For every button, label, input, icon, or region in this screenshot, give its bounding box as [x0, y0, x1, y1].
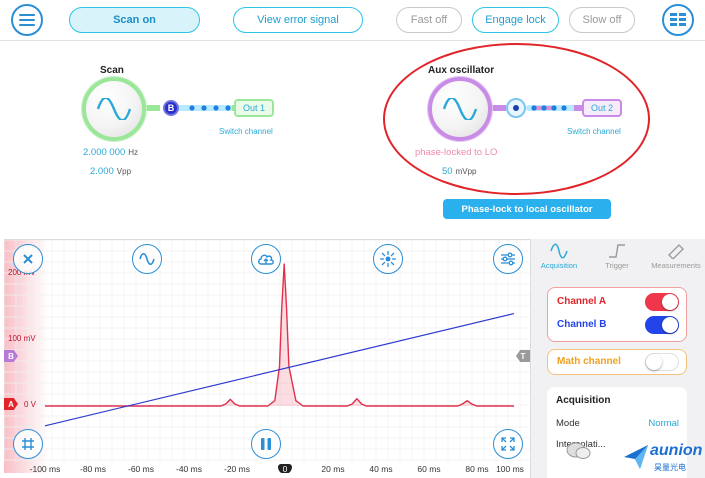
aux-oscillator-button[interactable]: [428, 77, 492, 141]
laser-burst-icon[interactable]: [373, 244, 403, 274]
mode-label: Mode: [556, 418, 580, 429]
wechat-icon: [566, 442, 591, 459]
scan-frequency-field[interactable]: 2.000 000 Hz: [83, 147, 138, 158]
tab-measurements-label: Measurements: [651, 261, 701, 270]
scope-grid: [4, 240, 530, 462]
out-1-box[interactable]: Out 1: [234, 99, 274, 117]
out-2-box[interactable]: Out 2: [582, 99, 622, 117]
grid-toggle-icon[interactable]: [13, 429, 43, 459]
pause-icon[interactable]: [251, 429, 281, 459]
channel-a-trace: [45, 263, 514, 407]
y-label-0v: 0 V: [24, 400, 37, 409]
fullscreen-icon[interactable]: [493, 429, 523, 459]
channel-b-toggle[interactable]: [645, 316, 679, 334]
watermark: aunion 昊量光电: [566, 437, 705, 473]
aux-oscillator-title: Aux oscillator: [428, 65, 495, 76]
watermark-subtitle: 昊量光电: [654, 463, 686, 472]
scan-frequency-unit: Hz: [128, 148, 139, 157]
scan-on-button[interactable]: Scan on: [69, 7, 200, 33]
channel-a-label: Channel A: [557, 296, 607, 307]
channel-b-trace: [44, 313, 515, 427]
aux-status-text: phase-locked to LO: [415, 147, 498, 158]
tab-acquisition-label: Acquisition: [540, 261, 578, 270]
channel-a-toggle-knob: [662, 294, 678, 310]
aux-amplitude-field[interactable]: 50 mVpp: [442, 166, 476, 177]
close-icon[interactable]: [13, 244, 43, 274]
channels-card: Channel A Channel B: [547, 287, 687, 342]
slow-off-button[interactable]: Slow off: [569, 7, 635, 33]
grid-view-icon[interactable]: [662, 4, 694, 36]
x-label-minus40: -40 ms: [176, 464, 202, 473]
scan-amplitude-field[interactable]: 2.000 Vpp: [90, 166, 131, 177]
x-label-zero[interactable]: 0: [278, 464, 292, 473]
phase-lock-button[interactable]: Phase-lock to local oscillator: [443, 199, 611, 219]
fast-off-button[interactable]: Fast off: [396, 7, 462, 33]
watermark-brand: aunion: [650, 442, 703, 459]
math-channel-card: Math channel: [547, 349, 687, 375]
scan-title: Scan: [100, 65, 124, 76]
scan-oscillator-button[interactable]: [82, 77, 146, 141]
tab-acquisition[interactable]: Acquisition: [531, 243, 587, 270]
math-channel-label: Math channel: [557, 356, 621, 367]
engage-lock-button[interactable]: Engage lock: [472, 7, 559, 33]
x-label-60: 60 ms: [417, 464, 441, 473]
aux-switch-channel-link[interactable]: Switch channel: [567, 127, 621, 136]
x-label-minus100: -100 ms: [29, 464, 61, 473]
signal-diagram: Scan B Out 1 Switch channel 2.000 000 Hz …: [0, 41, 705, 237]
trigger-marker[interactable]: T: [516, 350, 530, 362]
ruler-tab-icon: [645, 243, 705, 261]
x-label-minus60: -60 ms: [128, 464, 154, 473]
aux-signal-path: [486, 105, 586, 111]
x-label-minus80: -80 ms: [80, 464, 106, 473]
aux-mix-node[interactable]: [506, 98, 526, 118]
scan-frequency-value: 2.000 000: [83, 147, 126, 158]
scan-amplitude-unit: Vpp: [116, 167, 132, 176]
x-label-20: 20 ms: [321, 464, 345, 473]
settings-sliders-icon[interactable]: [493, 244, 523, 274]
cloud-upload-icon[interactable]: [251, 244, 281, 274]
math-channel-toggle-knob: [646, 354, 662, 370]
tab-trigger-label: Trigger: [605, 261, 629, 270]
channel-b-toggle-knob: [662, 317, 678, 333]
scan-switch-channel-link[interactable]: Switch channel: [219, 127, 273, 136]
sine-tab-icon: [531, 243, 587, 261]
tab-measurements[interactable]: Measurements: [645, 243, 705, 270]
trigger-tab-icon: [589, 243, 645, 261]
sine-wave-icon: [442, 98, 478, 120]
mode-select[interactable]: Normal: [648, 418, 679, 429]
x-label-80: 80 ms: [465, 464, 489, 473]
x-label-100: 100 ms: [496, 464, 524, 473]
view-error-signal-button[interactable]: View error signal: [233, 7, 363, 33]
aux-amplitude-value: 50: [442, 166, 453, 177]
channel-a-marker[interactable]: A: [4, 398, 18, 410]
settings-panel: Acquisition Trigger Measurements Channel…: [530, 239, 705, 478]
top-toolbar: Scan on View error signal Fast off Engag…: [0, 0, 705, 41]
tab-trigger[interactable]: Trigger: [589, 243, 645, 270]
oscilloscope-plot[interactable]: 200 mV 100 mV 0 V B A T: [4, 239, 530, 473]
x-label-minus20: -20 ms: [224, 464, 250, 473]
aux-amplitude-unit: mVpp: [455, 167, 477, 176]
menu-icon[interactable]: [11, 4, 43, 36]
waveform-icon[interactable]: [132, 244, 162, 274]
aunion-logo-icon: [624, 445, 648, 469]
x-label-40: 40 ms: [369, 464, 393, 473]
highlight-ellipse: [383, 43, 650, 195]
sine-wave-icon: [96, 98, 132, 120]
channel-a-toggle[interactable]: [645, 293, 679, 311]
scan-amplitude-value: 2.000: [90, 166, 114, 177]
channel-b-marker[interactable]: B: [4, 350, 18, 362]
channel-b-label: Channel B: [557, 319, 607, 330]
scope-canvas: [4, 240, 530, 473]
y-label-100mv: 100 mV: [8, 334, 36, 343]
channel-a-trace-fill: [45, 264, 514, 406]
acquisition-title: Acquisition: [556, 395, 611, 406]
channel-b-node[interactable]: B: [163, 100, 179, 116]
math-channel-toggle[interactable]: [645, 353, 679, 371]
scan-signal-path: [140, 105, 244, 111]
